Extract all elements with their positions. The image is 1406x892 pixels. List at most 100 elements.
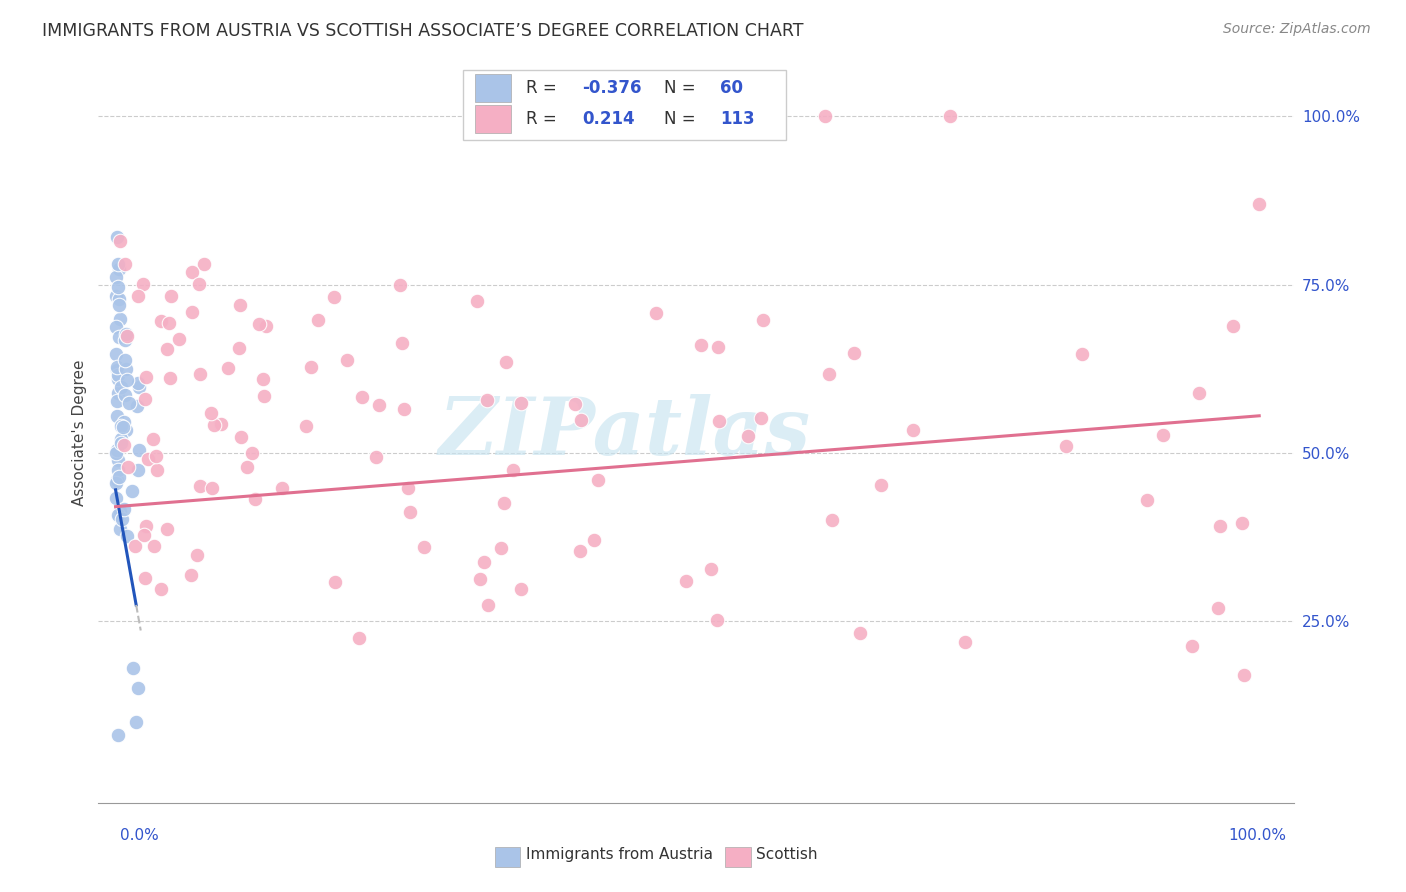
Point	[167, 332, 190, 346]
Point	[818, 367, 841, 381]
Point	[388, 277, 411, 292]
Point	[202, 417, 225, 432]
Point	[135, 519, 157, 533]
Point	[347, 631, 370, 645]
Point	[143, 539, 166, 553]
Point	[149, 314, 172, 328]
Point	[124, 539, 146, 553]
Point	[510, 395, 533, 409]
Text: ZIPatlas: ZIPatlas	[439, 394, 810, 471]
Point	[107, 453, 129, 467]
Point	[477, 392, 499, 407]
Point	[645, 306, 668, 320]
Point	[145, 449, 167, 463]
Point	[200, 406, 222, 420]
Point	[115, 329, 138, 343]
Point	[115, 327, 138, 342]
Point	[107, 280, 129, 294]
Point	[228, 298, 250, 312]
Point	[336, 353, 359, 368]
Point	[121, 484, 143, 499]
Point	[391, 335, 413, 350]
Text: R =: R =	[526, 110, 568, 128]
Point	[108, 330, 131, 344]
Point	[1208, 601, 1230, 615]
Point	[157, 316, 180, 330]
Point	[159, 371, 181, 385]
Point	[270, 481, 292, 495]
Point	[142, 432, 165, 446]
Point	[135, 370, 157, 384]
Point	[254, 318, 277, 333]
Point	[252, 389, 274, 403]
Point	[156, 342, 179, 356]
Point	[108, 504, 131, 518]
Point	[568, 544, 591, 558]
Point	[201, 481, 224, 495]
Point	[104, 269, 127, 284]
Point	[217, 360, 239, 375]
Point	[131, 277, 153, 292]
Point	[149, 582, 172, 596]
Point	[366, 450, 388, 465]
Point	[1232, 516, 1254, 530]
Point	[468, 572, 491, 586]
Point	[108, 522, 131, 536]
Point	[399, 505, 422, 519]
Text: 60: 60	[720, 78, 742, 96]
Point	[105, 491, 128, 506]
Point	[117, 373, 139, 387]
Point	[240, 446, 263, 460]
Point	[1135, 492, 1157, 507]
Point	[107, 292, 129, 306]
Point	[844, 346, 866, 360]
Point	[105, 347, 128, 361]
Point	[752, 313, 775, 327]
Point	[105, 319, 128, 334]
Point	[114, 353, 136, 368]
Point	[707, 340, 730, 354]
Point	[128, 380, 150, 394]
Point	[299, 360, 322, 375]
Point	[128, 442, 150, 457]
Point	[849, 625, 872, 640]
Point	[180, 568, 202, 582]
Point	[236, 459, 259, 474]
Point	[1233, 668, 1256, 682]
Point	[193, 257, 215, 271]
Point	[1188, 386, 1211, 401]
Point	[186, 549, 208, 563]
Point	[939, 109, 962, 123]
Point	[117, 459, 139, 474]
Point	[749, 411, 772, 425]
Point	[465, 294, 488, 309]
Point	[350, 390, 373, 404]
Point	[583, 533, 606, 547]
Point	[146, 463, 169, 477]
Point	[690, 338, 713, 352]
Point	[107, 508, 129, 522]
Point	[108, 312, 131, 326]
Point	[107, 508, 129, 523]
Point	[737, 429, 759, 443]
Point	[110, 512, 132, 526]
Point	[1054, 439, 1077, 453]
Y-axis label: Associate's Degree: Associate's Degree	[72, 359, 87, 506]
Text: N =: N =	[664, 78, 700, 96]
Point	[209, 417, 232, 431]
Point	[127, 376, 149, 390]
Point	[107, 386, 129, 401]
Point	[295, 419, 318, 434]
Point	[112, 437, 135, 451]
Point	[323, 575, 346, 590]
Point	[323, 290, 346, 304]
Text: 113: 113	[720, 110, 755, 128]
Point	[136, 451, 159, 466]
Point	[495, 355, 517, 369]
Point	[247, 317, 270, 331]
Point	[110, 380, 132, 394]
Point	[181, 305, 204, 319]
Point	[392, 402, 415, 417]
Point	[105, 363, 128, 377]
Point	[105, 409, 128, 423]
